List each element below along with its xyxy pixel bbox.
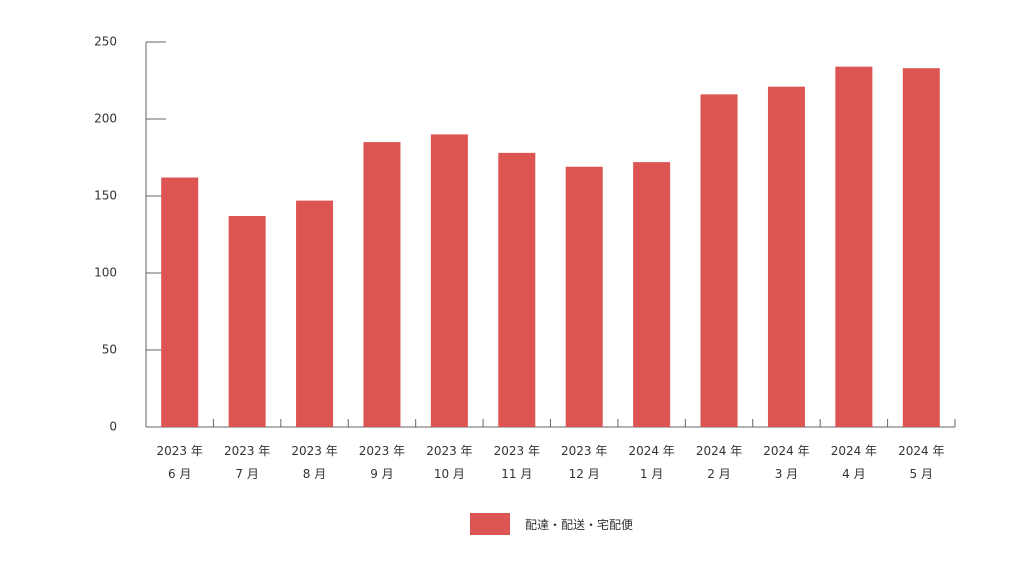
bar bbox=[296, 200, 334, 427]
bar bbox=[363, 142, 401, 427]
x-tick-label: 2023 年 12 月 bbox=[561, 444, 608, 481]
y-tick-label: 50 bbox=[102, 343, 117, 357]
bar bbox=[565, 166, 603, 428]
y-tick-label: 200 bbox=[94, 112, 117, 126]
y-tick-label: 150 bbox=[94, 189, 117, 203]
x-tick-label: 2023 年 8 月 bbox=[291, 444, 338, 481]
bar bbox=[430, 134, 468, 427]
bar bbox=[228, 216, 266, 427]
bar bbox=[161, 177, 199, 427]
bar bbox=[633, 162, 671, 427]
legend-swatch bbox=[470, 513, 510, 535]
x-tick-label: 2023 年 6 月 bbox=[156, 444, 203, 481]
x-tick-label: 2024 年 5 月 bbox=[898, 444, 945, 481]
bar bbox=[835, 66, 873, 427]
y-tick-label: 100 bbox=[94, 266, 117, 280]
x-tick-label: 2024 年 3 月 bbox=[763, 444, 810, 481]
bar bbox=[902, 68, 940, 428]
x-tick-label: 2024 年 1 月 bbox=[628, 444, 675, 481]
bar bbox=[498, 152, 536, 427]
x-tick-label: 2024 年 4 月 bbox=[830, 444, 878, 481]
bar bbox=[767, 86, 805, 427]
bar bbox=[700, 94, 738, 428]
x-tick-label: 2023 年 10 月 bbox=[426, 444, 473, 481]
y-tick-label: 250 bbox=[94, 35, 117, 49]
x-tick-label: 2023 年 7 月 bbox=[223, 444, 271, 481]
x-tick-label: 2023 年 11 月 bbox=[493, 444, 540, 481]
legend-label: 配達・配送・宅配便 bbox=[525, 518, 634, 532]
y-tick-label: 0 bbox=[109, 420, 117, 434]
x-tick-label: 2024 年 2 月 bbox=[695, 444, 743, 481]
x-tick-label: 2023 年 9 月 bbox=[358, 444, 406, 481]
